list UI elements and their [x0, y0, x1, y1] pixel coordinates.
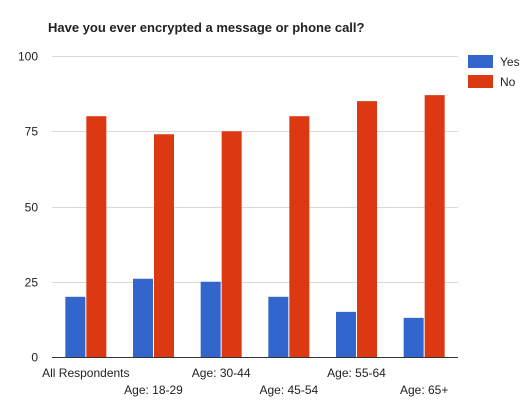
bar-no-3	[289, 116, 310, 357]
chart-title: Have you ever encrypted a message or pho…	[48, 20, 365, 35]
legend-swatch-no	[468, 75, 493, 88]
x-tick-label: Age: 18-29	[124, 383, 183, 397]
x-tick-label: All Respondents	[42, 366, 129, 380]
gridlines	[52, 56, 458, 283]
y-tick-label: 100	[18, 50, 38, 64]
x-tick-label: Age: 55-64	[327, 366, 386, 380]
y-tick-label: 50	[25, 201, 39, 215]
y-tick-label: 25	[25, 276, 39, 290]
bar-yes-0	[65, 296, 86, 357]
legend: Yes No	[468, 55, 520, 89]
legend-label-no: No	[500, 75, 516, 89]
bar-yes-4	[336, 311, 356, 357]
legend-label-yes: Yes	[500, 55, 520, 69]
y-tick-label: 0	[31, 351, 38, 365]
bar-no-4	[357, 101, 377, 358]
bar-yes-2	[200, 281, 221, 357]
bar-no-5	[424, 95, 445, 357]
legend-swatch-yes	[468, 55, 493, 68]
y-tick-label: 75	[25, 125, 39, 139]
bar-yes-3	[268, 296, 289, 357]
bar-yes-1	[133, 278, 153, 357]
bar-no-2	[221, 131, 242, 357]
bars	[65, 95, 445, 358]
x-axis-ticks: All Respondents Age: 18-29 Age: 30-44 Age: …	[42, 366, 448, 397]
bar-no-0	[86, 116, 107, 357]
bar-yes-5	[403, 317, 424, 357]
x-tick-label: Age: 65+	[400, 383, 448, 397]
x-tick-label: Age: 45-54	[259, 383, 318, 397]
x-tick-label: Age: 30-44	[192, 366, 251, 380]
y-axis-ticks: 0 25 50 75 100	[18, 50, 38, 365]
bar-no-1	[154, 134, 174, 357]
